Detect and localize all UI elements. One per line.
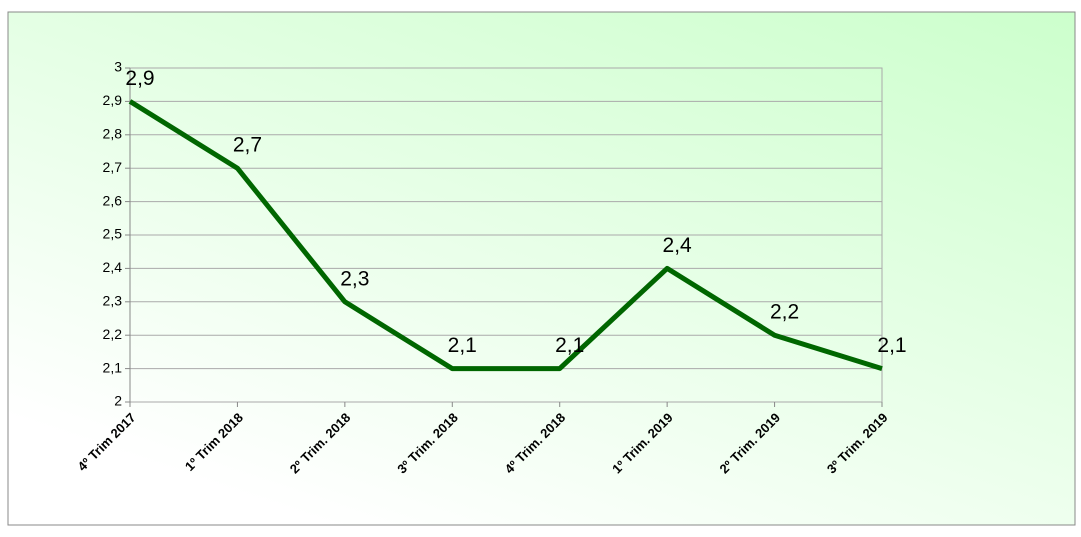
data-label: 2,1 — [555, 334, 584, 357]
data-line — [128, 99, 883, 372]
y-tick-label: 2,8 — [103, 126, 123, 142]
y-tick-label: 2,1 — [103, 359, 123, 375]
y-tick-label: 2,3 — [103, 293, 123, 309]
y-tick-label: 2,4 — [103, 259, 123, 275]
data-label: 2,7 — [233, 134, 262, 157]
data-label: 2,4 — [663, 234, 693, 257]
data-label: 2,3 — [340, 267, 369, 290]
y-tick-label: 2,9 — [103, 92, 123, 108]
y-tick-label: 3 — [114, 59, 122, 75]
y-tick-label: 2,6 — [103, 192, 123, 208]
data-label: 2,1 — [448, 334, 477, 357]
data-label: 2,2 — [770, 301, 799, 324]
y-tick-label: 2,2 — [103, 326, 123, 342]
y-tick-label: 2 — [114, 393, 122, 409]
y-tick-label: 2,7 — [103, 159, 123, 175]
data-label: 2,9 — [125, 67, 154, 90]
y-tick-label: 2,5 — [103, 226, 123, 242]
data-label: 2,1 — [877, 334, 906, 357]
